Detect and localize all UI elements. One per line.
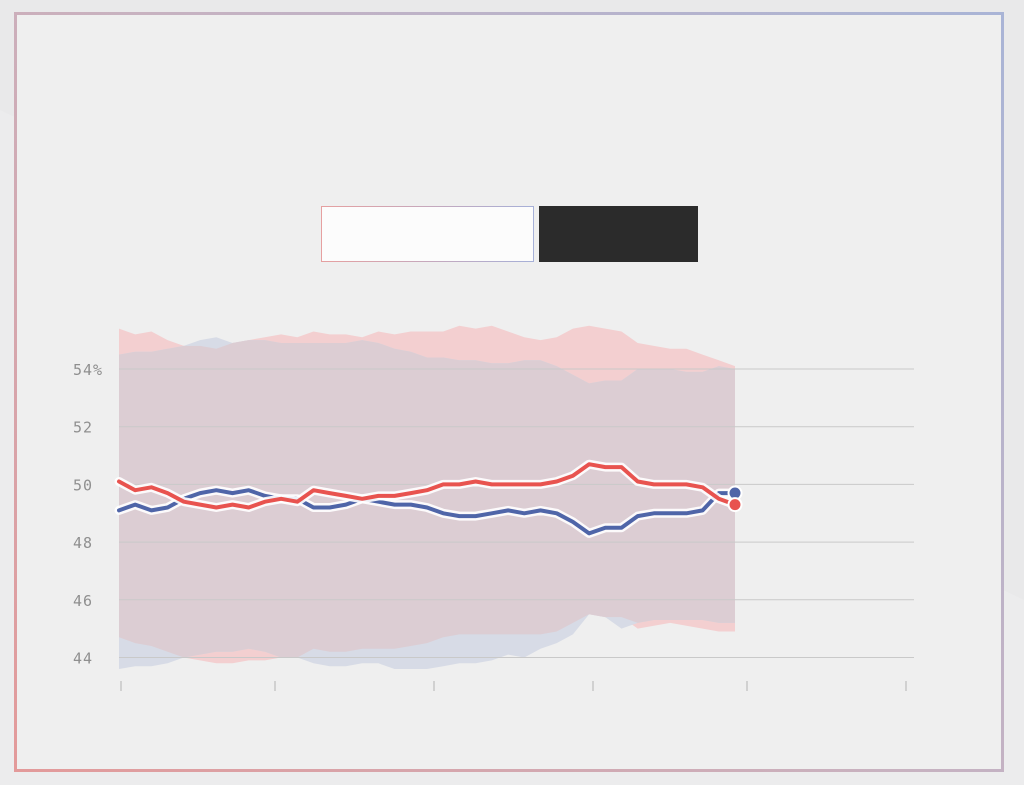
toggle-option-left[interactable] <box>321 206 534 262</box>
blue-series-line <box>117 488 737 536</box>
series-lines <box>114 459 740 538</box>
y-tick-label: 52 <box>73 419 93 437</box>
series-end-dots <box>727 485 743 513</box>
y-tick-label: 48 <box>73 534 93 552</box>
x-ticks <box>120 681 907 691</box>
toggle-option-right[interactable] <box>539 206 698 262</box>
y-tick-label: 46 <box>73 592 93 610</box>
red-series-line <box>117 462 737 510</box>
overlap-band <box>119 340 735 658</box>
red-end-dot <box>727 497 743 513</box>
y-tick-label: 44 <box>73 650 93 668</box>
y-tick-labels: 54% 52 50 48 46 44 <box>73 361 103 668</box>
y-tick-label: 50 <box>73 476 93 494</box>
confidence-bands <box>119 325 735 669</box>
y-tick-label: 54% <box>73 361 103 379</box>
